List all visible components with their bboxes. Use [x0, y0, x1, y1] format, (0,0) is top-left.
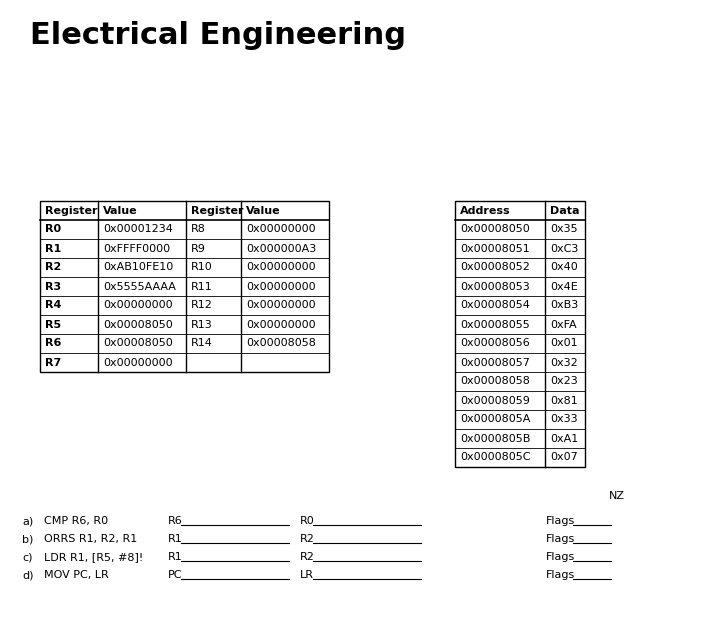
- Text: R6: R6: [45, 338, 61, 348]
- Text: 0x00000000: 0x00000000: [103, 358, 173, 367]
- Text: R0: R0: [45, 225, 61, 235]
- Text: 0x00000000: 0x00000000: [103, 300, 173, 310]
- Text: R0: R0: [300, 516, 315, 526]
- Text: Flags: Flags: [546, 552, 575, 562]
- Text: MOV PC, LR: MOV PC, LR: [44, 570, 109, 580]
- Text: 0x00000000: 0x00000000: [246, 262, 315, 273]
- Text: R10: R10: [191, 262, 212, 273]
- Bar: [40, 201, 329, 372]
- Text: R5: R5: [45, 319, 61, 329]
- Text: 0x00000000: 0x00000000: [246, 300, 315, 310]
- Text: 0xFFFF0000: 0xFFFF0000: [103, 244, 170, 254]
- Text: 0x40: 0x40: [550, 262, 577, 273]
- Text: d): d): [22, 570, 34, 580]
- Text: 0x00008052: 0x00008052: [460, 262, 530, 273]
- Text: R12: R12: [191, 300, 213, 310]
- Text: R7: R7: [45, 358, 61, 367]
- Text: 0x00008056: 0x00008056: [460, 338, 530, 348]
- Text: Electrical Engineering: Electrical Engineering: [30, 21, 406, 50]
- Text: 0x00008057: 0x00008057: [460, 358, 530, 367]
- Text: 0xC3: 0xC3: [550, 244, 578, 254]
- Text: R6: R6: [168, 516, 183, 526]
- Text: R1: R1: [168, 552, 183, 562]
- Text: 0x00008055: 0x00008055: [460, 319, 530, 329]
- Text: R2: R2: [300, 552, 315, 562]
- Text: Flags: Flags: [546, 516, 575, 526]
- Text: R14: R14: [191, 338, 213, 348]
- Text: R1: R1: [168, 534, 183, 544]
- Text: 0x00000000: 0x00000000: [246, 225, 315, 235]
- Text: 0x00008050: 0x00008050: [103, 338, 173, 348]
- Text: Register: Register: [45, 206, 97, 216]
- Text: 0x00008050: 0x00008050: [460, 225, 530, 235]
- Text: PC: PC: [168, 570, 182, 580]
- Text: LDR R1, [R5, #8]!: LDR R1, [R5, #8]!: [44, 552, 143, 562]
- Text: 0x23: 0x23: [550, 377, 577, 387]
- Text: 0x33: 0x33: [550, 415, 577, 425]
- Text: ORRS R1, R2, R1: ORRS R1, R2, R1: [44, 534, 138, 544]
- Text: 0xFA: 0xFA: [550, 319, 577, 329]
- Text: NZ: NZ: [609, 491, 625, 501]
- Text: LR: LR: [300, 570, 314, 580]
- Text: 0x4E: 0x4E: [550, 281, 577, 292]
- Text: 0x35: 0x35: [550, 225, 577, 235]
- Text: 0x00008054: 0x00008054: [460, 300, 530, 310]
- Text: R13: R13: [191, 319, 212, 329]
- Text: Register: Register: [191, 206, 243, 216]
- Text: 0x0000805C: 0x0000805C: [460, 452, 531, 463]
- Text: R2: R2: [300, 534, 315, 544]
- Text: 0xB3: 0xB3: [550, 300, 578, 310]
- Text: 0x0000805A: 0x0000805A: [460, 415, 531, 425]
- Text: 0x00008059: 0x00008059: [460, 396, 530, 406]
- Text: 0x32: 0x32: [550, 358, 577, 367]
- Text: Value: Value: [103, 206, 138, 216]
- Text: 0x81: 0x81: [550, 396, 577, 406]
- Text: 0x00000000: 0x00000000: [246, 281, 315, 292]
- Bar: [455, 201, 585, 467]
- Text: R4: R4: [45, 300, 61, 310]
- Text: Flags: Flags: [546, 570, 575, 580]
- Text: R9: R9: [191, 244, 206, 254]
- Text: 0x01: 0x01: [550, 338, 577, 348]
- Text: Data: Data: [550, 206, 580, 216]
- Text: 0xAB10FE10: 0xAB10FE10: [103, 262, 174, 273]
- Text: 0x07: 0x07: [550, 452, 577, 463]
- Text: R2: R2: [45, 262, 61, 273]
- Text: 0x5555AAAA: 0x5555AAAA: [103, 281, 176, 292]
- Text: b): b): [22, 534, 33, 544]
- Text: Value: Value: [246, 206, 281, 216]
- Text: 0x00001234: 0x00001234: [103, 225, 173, 235]
- Text: 0x00008053: 0x00008053: [460, 281, 530, 292]
- Text: 0x000000A3: 0x000000A3: [246, 244, 316, 254]
- Text: 0xA1: 0xA1: [550, 433, 578, 444]
- Text: CMP R6, R0: CMP R6, R0: [44, 516, 108, 526]
- Text: c): c): [22, 552, 32, 562]
- Text: 0x00008051: 0x00008051: [460, 244, 530, 254]
- Text: 0x00000000: 0x00000000: [246, 319, 315, 329]
- Text: 0x00008058: 0x00008058: [460, 377, 530, 387]
- Text: 0x00008058: 0x00008058: [246, 338, 316, 348]
- Text: 0x00008050: 0x00008050: [103, 319, 173, 329]
- Text: R3: R3: [45, 281, 61, 292]
- Text: R8: R8: [191, 225, 206, 235]
- Text: a): a): [22, 516, 33, 526]
- Text: R11: R11: [191, 281, 212, 292]
- Text: Flags: Flags: [546, 534, 575, 544]
- Text: R1: R1: [45, 244, 61, 254]
- Text: 0x0000805B: 0x0000805B: [460, 433, 531, 444]
- Text: Address: Address: [460, 206, 510, 216]
